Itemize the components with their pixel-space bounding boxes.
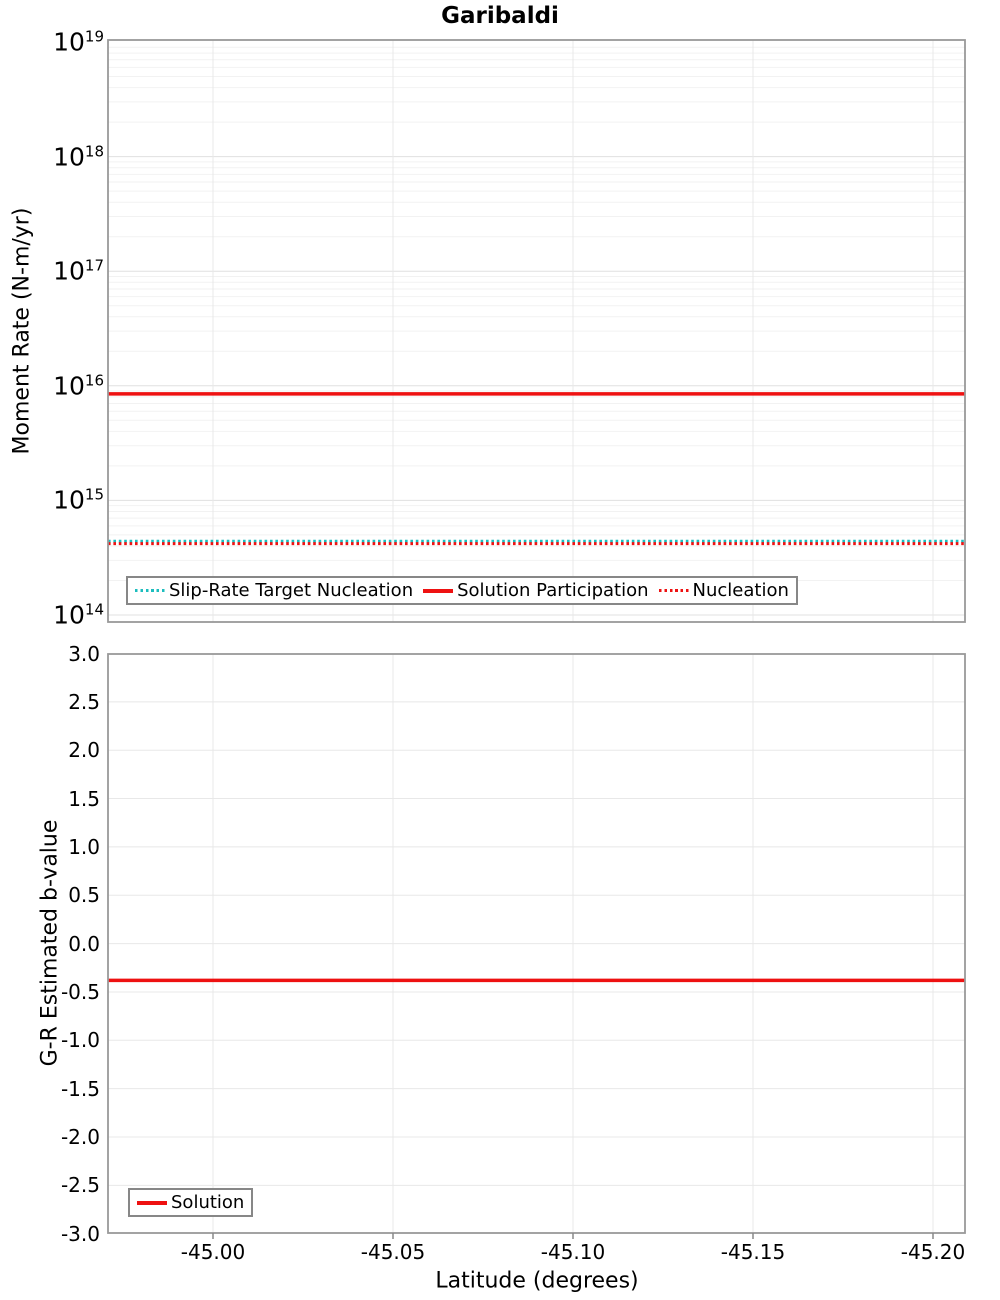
legend-entry-solution: Solution xyxy=(137,1192,244,1213)
bottom-plot-border xyxy=(107,653,966,1234)
y-tick-label-10e16: 1016 xyxy=(53,371,104,401)
y-tick-label-2.0: 2.0 xyxy=(68,738,100,763)
y-tick-label--2.0: -2.0 xyxy=(60,1125,100,1149)
legend-label-nucleation: Nucleation xyxy=(692,580,789,601)
y-axis-label-moment-rate: Moment Rate (N-m/yr) xyxy=(9,207,35,455)
moment-rate-series xyxy=(108,392,965,546)
top-plot-border xyxy=(107,39,966,623)
y-tick-label-10e15: 1015 xyxy=(53,485,104,516)
y-tick-label-10e17: 1017 xyxy=(53,256,104,286)
nucleation-line-swatch xyxy=(658,589,689,592)
x-tick-label--45.00: -45.00 xyxy=(180,1240,246,1264)
y-tick-label--0.5: -0.5 xyxy=(60,979,100,1004)
legend-label-slip-rate-target-nucleation: Slip-Rate Target Nucleation xyxy=(169,580,414,601)
top-plot-vertical-gridlines xyxy=(212,40,934,622)
y-tick-label-0.0: 0.0 xyxy=(68,931,100,956)
top-plot-minor-gridlines xyxy=(108,46,965,582)
y-tick-label--1.5: -1.5 xyxy=(60,1076,100,1101)
x-tick-label--45.10: -45.10 xyxy=(540,1240,606,1264)
y-tick-label--3.0: -3.0 xyxy=(60,1221,100,1246)
legend-b-value: Solution xyxy=(128,1188,254,1217)
legend-entry-solution-participation: Solution Participation xyxy=(423,580,649,601)
top-plot-major-gridlines xyxy=(108,156,965,616)
chart-title: Garibaldi xyxy=(441,3,559,29)
legend-label-solution-participation: Solution Participation xyxy=(457,580,649,601)
x-tick-label--45.05: -45.05 xyxy=(360,1240,426,1264)
bottom-plot-vertical-gridlines xyxy=(212,654,934,1233)
x-tick-label--45.15: -45.15 xyxy=(720,1240,786,1264)
x-axis-tick-marks xyxy=(212,1233,934,1239)
x-tick-label--45.20: -45.20 xyxy=(900,1240,966,1264)
solution-participation-line-swatch xyxy=(423,588,454,593)
slip-rate-target-nucleation-line-swatch xyxy=(135,589,165,592)
y-tick-label-1.5: 1.5 xyxy=(68,786,100,811)
y-tick-label--1.0: -1.0 xyxy=(60,1028,100,1053)
bottom-plot-horizontal-gridlines xyxy=(108,701,965,1186)
legend-entry-nucleation: Nucleation xyxy=(658,580,789,601)
x-axis-label-latitude: Latitude (degrees) xyxy=(435,1268,639,1294)
y-tick-label-10e14: 1014 xyxy=(53,600,104,630)
y-tick-label-3.0: 3.0 xyxy=(68,641,100,666)
y-tick-label-10e18: 1018 xyxy=(53,141,104,172)
y-tick-label-1.0: 1.0 xyxy=(68,834,100,859)
legend-label-solution: Solution xyxy=(171,1192,245,1213)
y-tick-label-10e19: 1019 xyxy=(53,27,104,57)
y-tick-label-0.5: 0.5 xyxy=(68,883,100,908)
solution-line-swatch xyxy=(137,1200,167,1205)
y-tick-label--2.5: -2.5 xyxy=(60,1173,100,1198)
legend-entry-slip-rate-target-nucleation: Slip-Rate Target Nucleation xyxy=(135,580,413,601)
y-tick-label-2.5: 2.5 xyxy=(68,689,100,714)
legend-moment-rate: Slip-Rate Target Nucleation Solution Par… xyxy=(126,576,798,605)
